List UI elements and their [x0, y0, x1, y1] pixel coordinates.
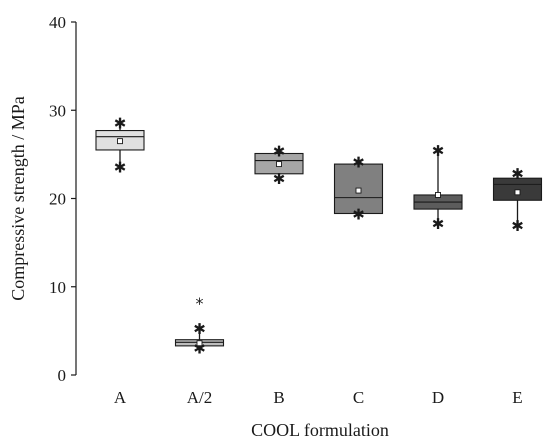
x-tick-label: D: [432, 388, 444, 407]
box-rect: [492, 177, 543, 201]
max-marker: ✱: [432, 142, 445, 160]
y-tick-label: 0: [58, 366, 67, 385]
max-marker: ✱: [273, 143, 286, 161]
max-marker: ✱: [193, 320, 206, 338]
min-marker: ✱: [511, 217, 524, 235]
y-tick-label: 20: [49, 190, 66, 209]
mean-marker: [355, 187, 362, 194]
min-marker: ✱: [114, 159, 127, 177]
boxes: ✱✱✱✱*✱✱✱✱✱✱✱✱: [95, 114, 543, 358]
min-marker: ✱: [273, 170, 286, 188]
y-tick-label: 10: [49, 278, 66, 297]
box-group: ✱✱: [413, 142, 463, 233]
min-marker: ✱: [352, 205, 365, 223]
box-group: ✱✱: [333, 153, 384, 223]
y-tick-label: 40: [49, 13, 66, 32]
mean-marker: [117, 138, 123, 145]
x-ticks: A A/2 B C D E: [114, 388, 523, 407]
x-tick-label: B: [273, 388, 284, 407]
max-marker: ✱: [352, 153, 365, 171]
box-group: ✱✱: [95, 114, 145, 177]
mean-marker: [196, 340, 203, 347]
y-ticks: 0 10 20 30 40: [49, 13, 76, 385]
x-tick-label: A/2: [187, 388, 213, 407]
outlier-marker: *: [196, 294, 204, 313]
max-marker: ✱: [511, 165, 524, 183]
mean-marker: [276, 161, 282, 168]
min-marker: ✱: [432, 215, 445, 233]
axes: 0 10 20 30 40 A A/2 B C D E: [49, 13, 523, 407]
mean-marker: [435, 192, 441, 198]
mean-marker: [514, 189, 521, 196]
x-tick-label: A: [114, 388, 127, 407]
min-marker: ✱: [193, 340, 206, 358]
y-axis-title: Compressive strength / MPa: [8, 96, 28, 301]
x-tick-label: C: [353, 388, 364, 407]
x-axis-title: COOL formulation: [251, 420, 389, 440]
y-tick-label: 30: [49, 101, 66, 120]
box-group: ✱ ✱ *: [174, 294, 225, 358]
x-tick-label: E: [512, 388, 522, 407]
box-group: ✱✱: [254, 143, 304, 188]
box-group: ✱✱: [492, 165, 543, 235]
max-marker: ✱: [114, 114, 127, 132]
